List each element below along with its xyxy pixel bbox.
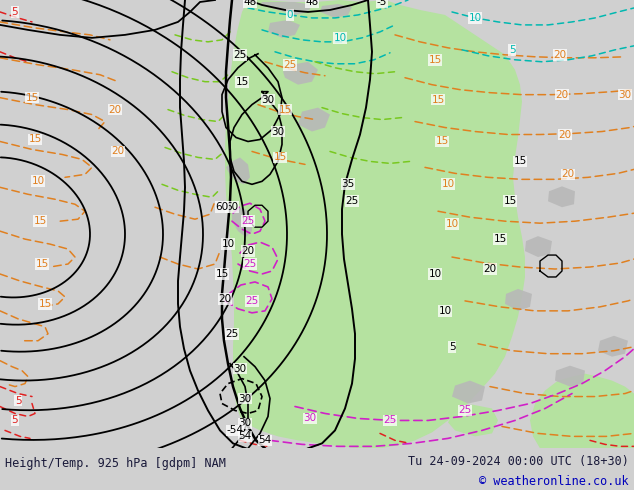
Text: 10: 10 [439,306,451,316]
Polygon shape [598,336,628,357]
Text: 15: 15 [235,77,249,87]
Text: 30: 30 [304,414,316,423]
Text: 5: 5 [449,342,455,352]
Text: 30: 30 [618,90,631,99]
Text: 25: 25 [283,60,297,70]
Text: 15: 15 [436,137,449,147]
Text: -5: -5 [377,0,387,7]
Polygon shape [530,373,634,448]
Text: 10: 10 [32,176,44,186]
Text: 15: 15 [503,196,517,206]
Text: 54: 54 [259,436,271,445]
Polygon shape [505,289,532,311]
Text: 20: 20 [484,264,496,274]
Text: Tu 24-09-2024 00:00 UTC (18+30): Tu 24-09-2024 00:00 UTC (18+30) [408,455,629,468]
Text: 60: 60 [226,202,238,212]
Polygon shape [548,186,575,207]
Text: -54: -54 [226,425,243,436]
Text: 10: 10 [333,33,347,43]
Text: 54: 54 [238,431,252,441]
Polygon shape [232,207,252,237]
Text: 15: 15 [514,156,527,167]
Polygon shape [260,2,312,15]
Text: 20: 20 [108,104,122,115]
Text: 10: 10 [446,219,458,229]
Text: 25: 25 [225,329,238,339]
Polygon shape [268,20,300,38]
Text: 25: 25 [233,50,247,60]
Text: 10: 10 [429,269,441,279]
Polygon shape [298,108,330,131]
Text: 15: 15 [278,104,292,115]
Polygon shape [525,236,552,257]
Text: 25: 25 [384,416,397,425]
Text: 10: 10 [441,179,455,189]
Text: 48: 48 [243,0,257,7]
Text: 10: 10 [469,13,482,23]
Text: 0: 0 [245,216,251,226]
Polygon shape [320,4,352,18]
Text: 48: 48 [306,0,319,7]
Text: 25: 25 [458,406,472,416]
Polygon shape [225,0,525,448]
Text: 5: 5 [508,45,515,55]
Polygon shape [452,381,485,404]
Text: 5: 5 [11,7,18,17]
Polygon shape [226,157,250,184]
Text: 25: 25 [243,259,257,269]
Text: 25: 25 [242,216,255,226]
Text: 20: 20 [219,294,231,304]
Text: 20: 20 [559,129,572,140]
Text: 15: 15 [273,152,287,162]
Text: 20: 20 [242,246,255,256]
Text: 15: 15 [39,299,51,309]
Text: 15: 15 [216,269,229,279]
Polygon shape [448,405,498,437]
Text: 15: 15 [429,55,442,65]
Polygon shape [555,366,585,387]
Text: 35: 35 [341,179,354,189]
Text: 30: 30 [238,393,252,404]
Text: 25: 25 [346,196,359,206]
Text: 30: 30 [271,126,285,137]
Text: 5: 5 [15,395,22,406]
Text: 30: 30 [238,418,252,428]
Text: 30: 30 [261,95,275,105]
Text: 30: 30 [233,364,247,374]
Text: 20: 20 [562,170,574,179]
Text: 15: 15 [29,134,42,145]
Text: 10: 10 [221,239,235,249]
Text: Height/Temp. 925 hPa [gdpm] NAM: Height/Temp. 925 hPa [gdpm] NAM [5,457,226,469]
Text: 60: 60 [216,202,229,212]
Text: 20: 20 [553,50,567,60]
Text: 20: 20 [555,90,569,99]
Text: 15: 15 [36,259,49,269]
Polygon shape [283,62,318,85]
Text: 15: 15 [431,95,444,105]
Text: 0: 0 [287,10,294,20]
Text: © weatheronline.co.uk: © weatheronline.co.uk [479,475,629,488]
Text: 20: 20 [112,147,124,156]
Text: 15: 15 [34,216,47,226]
Text: 15: 15 [493,234,507,244]
Text: 15: 15 [25,93,39,102]
Text: 5: 5 [11,416,18,425]
Text: 25: 25 [245,296,259,306]
